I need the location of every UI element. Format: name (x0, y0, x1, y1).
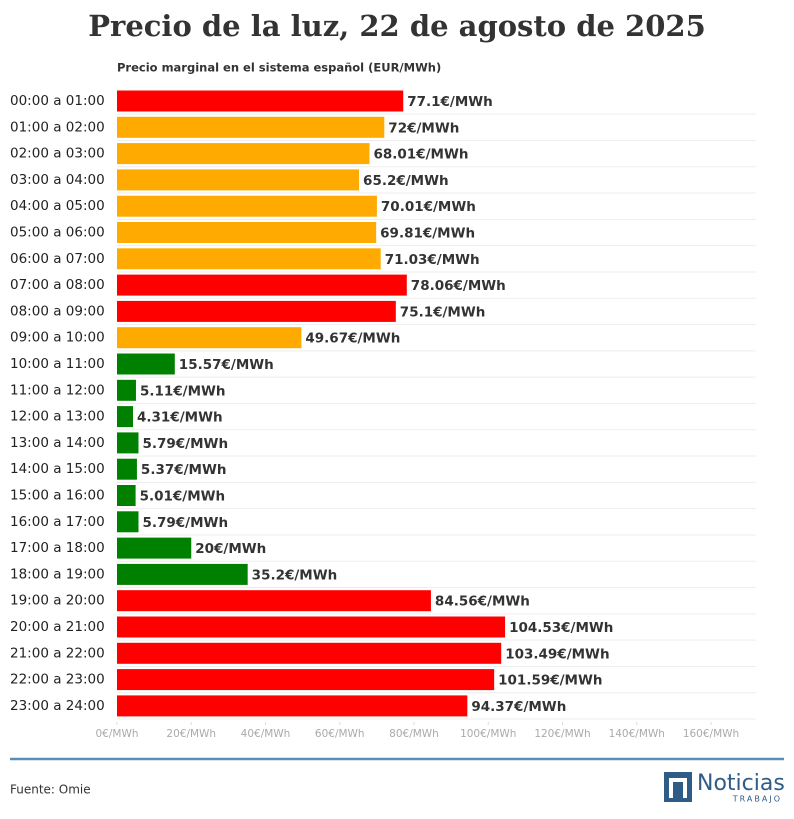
bar (117, 511, 139, 533)
value-label: 103.49€/MWh (505, 646, 609, 662)
y-tick-label: 04:00 a 05:00 (10, 198, 105, 214)
value-label: 5.37€/MWh (141, 462, 227, 478)
x-tick-label: 80€/MWh (389, 728, 439, 740)
bar (117, 616, 506, 638)
brand-sub: TRABAJO (732, 795, 782, 804)
value-label: 101.59€/MWh (498, 673, 602, 689)
bar (117, 143, 370, 165)
bar (117, 195, 377, 217)
bar (117, 353, 175, 375)
value-label: 71.03€/MWh (385, 252, 480, 268)
logo-icon (664, 772, 692, 802)
y-tick-label: 12:00 a 13:00 (10, 409, 105, 425)
x-tick-label: 20€/MWh (166, 728, 216, 740)
y-tick-label: 23:00 a 24:00 (10, 698, 105, 714)
bar (117, 695, 468, 717)
source: Fuente: Omie (10, 783, 91, 797)
value-label: 5.11€/MWh (140, 383, 226, 399)
y-tick-label: 03:00 a 04:00 (10, 172, 105, 188)
x-tick-label: 100€/MWh (460, 728, 516, 740)
value-label: 72€/MWh (388, 120, 459, 136)
y-tick-label: 06:00 a 07:00 (10, 251, 105, 267)
value-label: 70.01€/MWh (381, 199, 476, 215)
x-tick-label: 140€/MWh (609, 728, 665, 740)
y-tick-label: 15:00 a 16:00 (10, 488, 105, 504)
y-tick-label: 22:00 a 23:00 (10, 672, 105, 688)
bar (117, 116, 385, 138)
logo-letter (669, 778, 687, 798)
y-tick-label: 16:00 a 17:00 (10, 514, 105, 530)
value-label: 15.57€/MWh (179, 357, 274, 373)
y-tick-label: 11:00 a 12:00 (10, 382, 105, 398)
y-tick-label: 21:00 a 22:00 (10, 645, 105, 661)
chart-subtitle: Precio marginal en el sistema español (E… (117, 61, 441, 75)
value-label: 69.81€/MWh (380, 226, 475, 242)
value-label: 104.53€/MWh (509, 620, 613, 636)
bar (117, 274, 407, 296)
bar (117, 327, 302, 349)
bar (117, 590, 431, 612)
y-tick-label: 20:00 a 21:00 (10, 619, 105, 635)
y-tick-label: 17:00 a 18:00 (10, 540, 105, 556)
y-tick-label: 01:00 a 02:00 (10, 119, 105, 135)
bar (117, 537, 192, 559)
bar (117, 458, 137, 480)
value-label: 20€/MWh (195, 541, 266, 557)
x-tick-label: 160€/MWh (683, 728, 739, 740)
y-tick-label: 10:00 a 11:00 (10, 356, 105, 372)
value-label: 75.1€/MWh (400, 304, 486, 320)
bar (117, 432, 139, 454)
bar (117, 169, 360, 191)
brand: Noticias (697, 771, 785, 796)
bar (117, 90, 404, 112)
y-tick-label: 07:00 a 08:00 (10, 277, 105, 293)
bar (117, 642, 502, 664)
value-label: 94.37€/MWh (471, 699, 566, 715)
value-label: 84.56€/MWh (435, 594, 530, 610)
y-tick-label: 18:00 a 19:00 (10, 566, 105, 582)
y-tick-label: 09:00 a 10:00 (10, 330, 105, 346)
value-label: 49.67€/MWh (305, 331, 400, 347)
value-label: 68.01€/MWh (373, 147, 468, 163)
y-tick-label: 13:00 a 14:00 (10, 435, 105, 451)
y-tick-label: 14:00 a 15:00 (10, 461, 105, 477)
bar (117, 563, 248, 585)
bar (117, 222, 377, 243)
value-label: 5.01€/MWh (140, 489, 226, 505)
y-tick-label: 08:00 a 09:00 (10, 303, 105, 319)
bar (117, 379, 136, 401)
y-tick-label: 05:00 a 06:00 (10, 225, 105, 241)
x-tick-label: 0€/MWh (96, 728, 139, 740)
value-label: 5.79€/MWh (142, 515, 228, 531)
bar (117, 669, 495, 691)
x-tick-label: 40€/MWh (241, 728, 291, 740)
value-label: 4.31€/MWh (137, 410, 223, 426)
y-tick-label: 19:00 a 20:00 (10, 593, 105, 609)
x-tick-label: 60€/MWh (315, 728, 365, 740)
x-tick-label: 120€/MWh (534, 728, 590, 740)
bar (117, 248, 381, 270)
value-label: 78.06€/MWh (411, 278, 506, 294)
value-label: 77.1€/MWh (407, 94, 493, 110)
bar (117, 300, 396, 322)
bar (117, 485, 136, 506)
chart-title: Precio de la luz, 22 de agosto de 2025 (88, 9, 706, 43)
value-label: 35.2€/MWh (252, 567, 338, 583)
y-tick-label: 02:00 a 03:00 (10, 146, 105, 162)
value-label: 5.79€/MWh (142, 436, 228, 452)
y-tick-label: 00:00 a 01:00 (10, 93, 105, 109)
bar (117, 406, 134, 428)
value-label: 65.2€/MWh (363, 173, 449, 189)
